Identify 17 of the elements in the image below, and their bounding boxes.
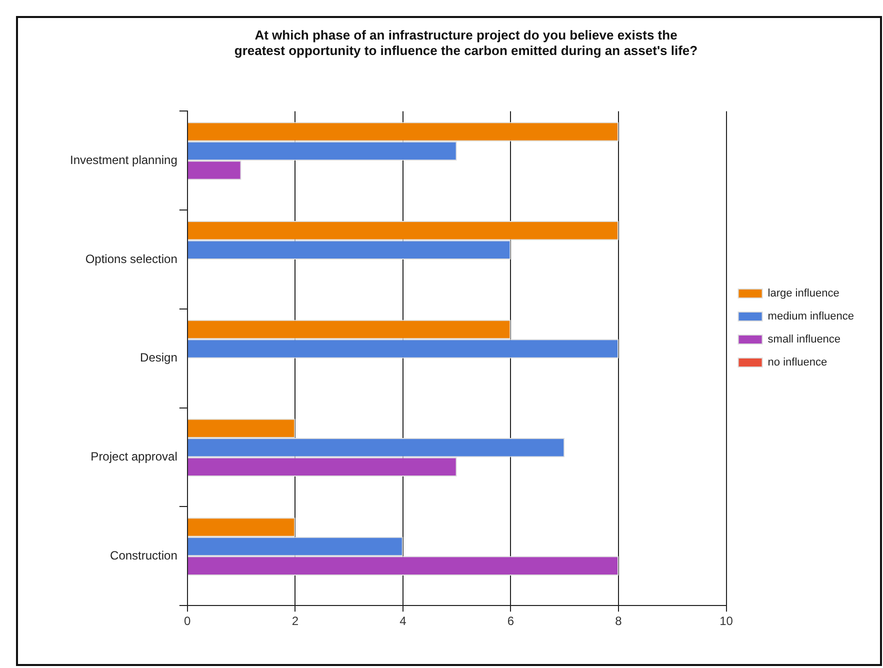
text: At which phase of an infrastructure project do you believe exists the <box>254 27 678 42</box>
x-tick-label: 0 <box>184 614 192 628</box>
x-tick-label: 6 <box>507 614 514 628</box>
y-tick-label: Design <box>140 350 178 365</box>
y-tick-label: Construction <box>110 548 178 562</box>
legend-label: small influence <box>768 334 841 346</box>
y-tick-label: Investment planning <box>70 152 178 167</box>
legend-label: no influence <box>768 356 828 369</box>
legend-label: medium influence <box>768 310 854 323</box>
text: greatest opportunity to influence the carbon emitted during an asset's life? <box>234 42 698 58</box>
legend-label: large influence <box>768 288 840 300</box>
x-tick-label: 4 <box>400 614 407 628</box>
x-tick-label: 10 <box>720 614 734 628</box>
x-tick-label: 2 <box>292 614 299 628</box>
y-tick-label: Options selection <box>85 252 178 266</box>
y-tick-label: Project approval <box>90 450 178 464</box>
x-tick-label: 8 <box>615 614 622 628</box>
